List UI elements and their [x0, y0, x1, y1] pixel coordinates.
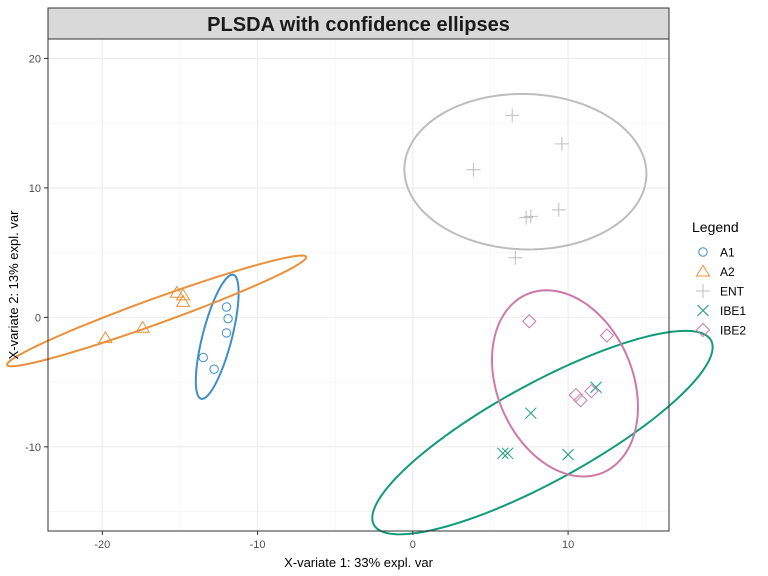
point-a1: [221, 302, 232, 312]
legend-key-ibe1: [697, 304, 709, 317]
ellipse-ent: [403, 92, 648, 251]
point-a2: [135, 320, 151, 333]
point-a1: [198, 352, 208, 363]
point-ibe2: [573, 393, 588, 408]
legend-label-ibe1: IBE1: [720, 304, 746, 318]
point-ibe1: [590, 381, 602, 394]
ellipse-a2: [6, 254, 308, 368]
point-ibe1: [497, 447, 509, 460]
x-tick-label: -10: [250, 539, 266, 551]
legend-key-ent: [696, 284, 710, 298]
axis-ticks: -20 -10 0 10 -10 0 10 20: [25, 53, 574, 551]
point-ent: [554, 136, 569, 151]
point-a2: [175, 288, 191, 301]
point-ent: [523, 209, 538, 224]
x-tick-label: 10: [562, 539, 574, 551]
legend-title: Legend: [692, 219, 739, 235]
point-ent: [551, 202, 566, 217]
point-a2: [98, 330, 113, 344]
point-ibe2: [584, 383, 599, 399]
legend-key-a1: [698, 247, 708, 257]
point-a1: [221, 328, 232, 338]
data-points: [98, 108, 615, 461]
x-tick-label: -20: [94, 539, 110, 551]
x-axis-label: X-variate 1: 33% expl. var: [284, 555, 434, 570]
point-ibe2: [522, 314, 537, 329]
point-a2: [175, 294, 191, 307]
legend-label-ibe2: IBE2: [720, 324, 746, 338]
y-tick-label: 20: [29, 53, 41, 65]
point-a1: [223, 313, 233, 324]
legend-key-ibe2: [695, 322, 711, 338]
point-ibe1: [562, 448, 574, 461]
grid-lines: [48, 39, 669, 531]
legend-key-a2: [695, 264, 711, 277]
point-ibe1: [524, 407, 537, 420]
ellipse-ibe2: [491, 289, 639, 478]
point-ent: [505, 108, 520, 123]
legend-label-ent: ENT: [720, 285, 745, 299]
point-ibe1: [501, 447, 514, 460]
legend: Legend A1 A2 ENT IBE1 IBE2: [692, 219, 746, 338]
y-axis-label: X-variate 2: 13% expl. var: [6, 210, 21, 360]
point-ent: [466, 162, 481, 177]
y-tick-label: 0: [35, 312, 41, 324]
point-a2: [169, 285, 185, 298]
x-tick-label: 0: [410, 539, 416, 551]
point-ent: [508, 250, 523, 265]
confidence-ellipses: [6, 92, 714, 536]
ellipse-ibe1: [371, 329, 714, 536]
y-tick-label: -10: [25, 442, 41, 454]
title-strip: [47, 7, 670, 40]
point-a1: [209, 364, 219, 374]
legend-label-a1: A1: [720, 246, 735, 260]
point-ibe2: [599, 328, 615, 343]
chart-title: PLSDA with confidence ellipses: [207, 14, 510, 36]
legend-label-a2: A2: [720, 265, 735, 279]
y-tick-label: 10: [29, 183, 41, 195]
